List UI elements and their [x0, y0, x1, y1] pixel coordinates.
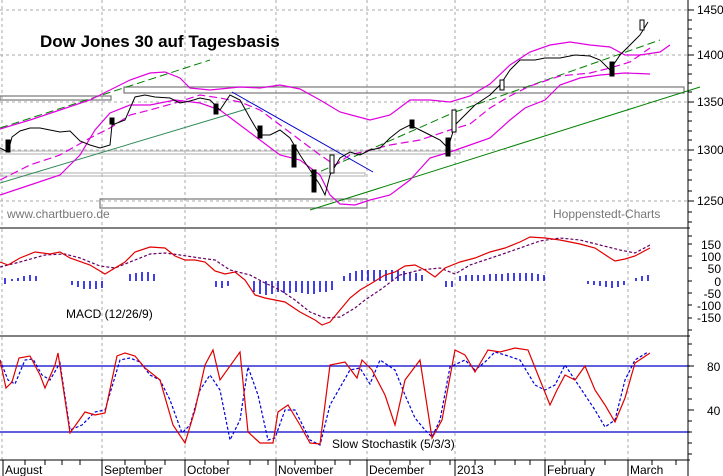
stoch-axis-labels: 80 40 — [707, 360, 721, 418]
x-label-august: August — [5, 463, 43, 476]
x-label-february: February — [547, 463, 595, 476]
x-label-december: December — [369, 463, 424, 476]
macd-label: MACD (12/26/9) — [66, 307, 153, 321]
svg-text:13000: 13000 — [697, 143, 723, 157]
y-axis: 14500 14000 13500 13000 12500 150 100 50… — [687, 0, 723, 476]
svg-text:80: 80 — [707, 360, 721, 374]
trend-lines-green — [0, 39, 701, 211]
svg-text:40: 40 — [707, 404, 721, 418]
svg-text:14000: 14000 — [697, 48, 723, 62]
svg-text:12500: 12500 — [697, 194, 723, 208]
svg-text:14500: 14500 — [697, 3, 723, 17]
macd-line — [0, 236, 651, 326]
stoch-vertical-grid — [1, 337, 629, 460]
svg-text:100: 100 — [701, 250, 721, 264]
stoch-d-line — [0, 351, 649, 446]
x-label-october: October — [187, 463, 230, 476]
stoch-k-line — [0, 347, 651, 445]
svg-text:150: 150 — [701, 238, 721, 252]
bollinger-bands — [0, 41, 671, 206]
price-candles — [0, 19, 649, 197]
price-panel: Dow Jones 30 auf Tagesbasis — [0, 0, 701, 229]
x-label-november: November — [278, 463, 333, 476]
x-label-september: September — [104, 463, 163, 476]
watermark-right: Hoppenstedt-Charts — [553, 207, 660, 221]
trend-line-blue — [231, 91, 374, 173]
x-axis — [2, 460, 677, 476]
x-label-2013: 2013 — [457, 463, 484, 476]
stochastic-panel: Slow Stochastik (5/3/3) — [0, 337, 690, 461]
macd-signal-line — [0, 237, 651, 319]
svg-text:-100: -100 — [697, 299, 721, 313]
support-zones — [0, 86, 685, 209]
svg-text:0: 0 — [714, 275, 721, 289]
svg-text:50: 50 — [708, 262, 722, 276]
chart-title: Dow Jones 30 auf Tagesbasis — [40, 32, 280, 51]
svg-text:-50: -50 — [704, 287, 722, 301]
horizontal-grid — [0, 9, 690, 202]
x-axis-labels: August September October November Decemb… — [5, 463, 663, 476]
svg-text:13500: 13500 — [697, 95, 723, 109]
watermark-left: www.chartbuero.de — [6, 207, 110, 221]
macd-histogram — [4, 270, 649, 295]
x-label-march: March — [630, 463, 663, 476]
stoch-label: Slow Stochastik (5/3/3) — [332, 437, 455, 451]
macd-axis-labels: 150 100 50 0 -50 -100 -150 — [697, 238, 721, 325]
svg-text:-150: -150 — [697, 311, 721, 325]
macd-panel: MACD (12/26/9) — [0, 229, 690, 337]
price-axis-labels: 14500 14000 13500 13000 12500 — [697, 3, 723, 208]
